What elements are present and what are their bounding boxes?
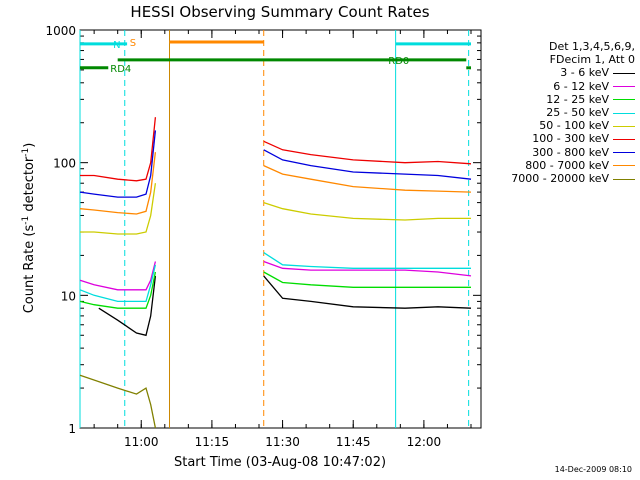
y-tick-label: 10 bbox=[61, 289, 76, 303]
legend-swatch bbox=[613, 99, 635, 101]
series-line bbox=[79, 152, 157, 215]
legend-swatch bbox=[613, 165, 635, 167]
y-tick-label: 1000 bbox=[45, 24, 76, 38]
legend-header-2: FDecim 1, Att 0 bbox=[549, 53, 635, 67]
legend-swatch bbox=[613, 86, 635, 88]
series-line bbox=[79, 130, 157, 198]
y-tick-label: 1 bbox=[68, 422, 76, 436]
plot-frame bbox=[79, 29, 482, 429]
x-tick-label: 11:00 bbox=[124, 435, 159, 449]
x-tick-label: 11:15 bbox=[195, 435, 230, 449]
legend-item: 300 - 800 keV bbox=[480, 146, 635, 159]
series-line bbox=[263, 165, 472, 193]
y-axis-label-main: Count Rate (s bbox=[22, 224, 38, 314]
legend-item: 12 - 25 keV bbox=[480, 93, 635, 106]
legend-swatch bbox=[613, 138, 635, 140]
x-tick-label: 11:45 bbox=[336, 435, 371, 449]
legend-item: 800 - 7000 keV bbox=[480, 159, 635, 172]
flag-label: N bbox=[113, 40, 120, 51]
series-line bbox=[80, 183, 157, 235]
legend-swatch bbox=[613, 152, 635, 154]
series-line bbox=[263, 149, 472, 180]
legend-swatch bbox=[613, 125, 635, 127]
legend-item: 7000 - 20000 keV bbox=[480, 172, 635, 185]
legend-label: 7000 - 20000 keV bbox=[511, 172, 609, 186]
flag-label: RD4 bbox=[110, 64, 131, 75]
y-axis-label: Count Rate (s-1 detector-1) bbox=[21, 143, 37, 314]
series-line bbox=[263, 252, 471, 269]
legend-swatch bbox=[613, 178, 635, 180]
legend-swatch bbox=[613, 112, 635, 114]
legend-label: 25 - 50 keV bbox=[546, 106, 609, 120]
legend-label: 800 - 7000 keV bbox=[525, 158, 609, 172]
x-tick-label: 11:30 bbox=[265, 435, 300, 449]
y-axis-label-sup2: -1 bbox=[20, 147, 31, 157]
y-axis-label-mid: detector bbox=[22, 156, 38, 216]
series-line bbox=[79, 264, 157, 303]
legend-label: 12 - 25 keV bbox=[546, 92, 609, 106]
legend-item: 100 - 300 keV bbox=[480, 132, 635, 145]
legend: Det 1,3,4,5,6,9, FDecim 1, Att 0 3 - 6 k… bbox=[480, 40, 635, 185]
legend-label: 300 - 800 keV bbox=[532, 145, 609, 159]
legend-items: 3 - 6 keV 6 - 12 keV 12 - 25 keV 25 - 50 ke… bbox=[480, 66, 635, 185]
series-line bbox=[79, 261, 157, 291]
legend-item: 25 - 50 keV bbox=[480, 106, 635, 119]
legend-label: 6 - 12 keV bbox=[553, 79, 609, 93]
series-line bbox=[98, 275, 157, 337]
legend-item: 6 - 12 keV bbox=[480, 80, 635, 93]
y-axis-label-end: ) bbox=[22, 142, 38, 148]
legend-swatch bbox=[613, 72, 635, 74]
series-line bbox=[263, 271, 471, 288]
x-axis-label: Start Time (03-Aug-08 10:47:02) bbox=[173, 455, 387, 470]
flag-label: RD0 bbox=[388, 56, 409, 67]
legend-label: 3 - 6 keV bbox=[560, 66, 609, 80]
series-line bbox=[80, 117, 157, 182]
series-line bbox=[263, 201, 471, 221]
y-tick-label: 100 bbox=[53, 157, 76, 171]
y-axis-label-sup1: -1 bbox=[20, 215, 31, 225]
legend-header-1: Det 1,3,4,5,6,9, bbox=[548, 40, 635, 53]
legend-item: 3 - 6 keV bbox=[480, 66, 635, 79]
legend-label: 100 - 300 keV bbox=[532, 132, 609, 146]
chart-title: HESSI Observing Summary Count Rates bbox=[130, 3, 430, 21]
x-tick-label: 12:00 bbox=[407, 435, 442, 449]
legend-label: 50 - 100 keV bbox=[539, 119, 609, 133]
timestamp: 14-Dec-2009 08:10 bbox=[554, 465, 632, 474]
series-line bbox=[79, 374, 157, 429]
flag-label: S bbox=[130, 38, 136, 49]
series-line bbox=[263, 260, 472, 277]
series-line bbox=[79, 271, 157, 309]
series-line bbox=[263, 275, 472, 309]
legend-item: 50 - 100 keV bbox=[480, 119, 635, 132]
series-line bbox=[263, 140, 472, 165]
